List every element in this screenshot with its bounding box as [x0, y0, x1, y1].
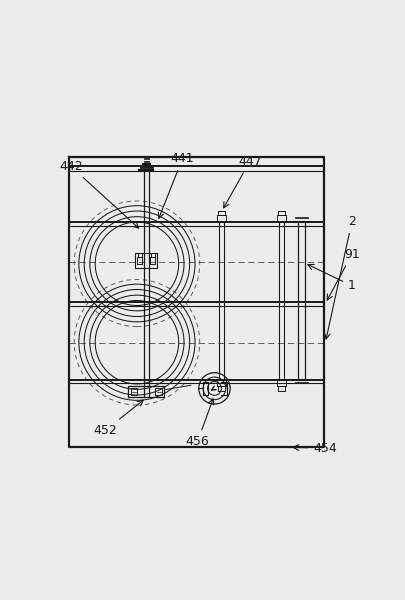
Text: 447: 447 — [224, 155, 262, 208]
Text: 2: 2 — [324, 215, 356, 339]
Text: 442: 442 — [59, 160, 139, 228]
Text: 441: 441 — [158, 152, 194, 218]
Text: 456: 456 — [185, 399, 214, 448]
Text: 91: 91 — [327, 248, 360, 300]
Text: 452: 452 — [94, 400, 143, 437]
Text: 1: 1 — [308, 265, 356, 292]
Text: 454: 454 — [293, 442, 337, 455]
